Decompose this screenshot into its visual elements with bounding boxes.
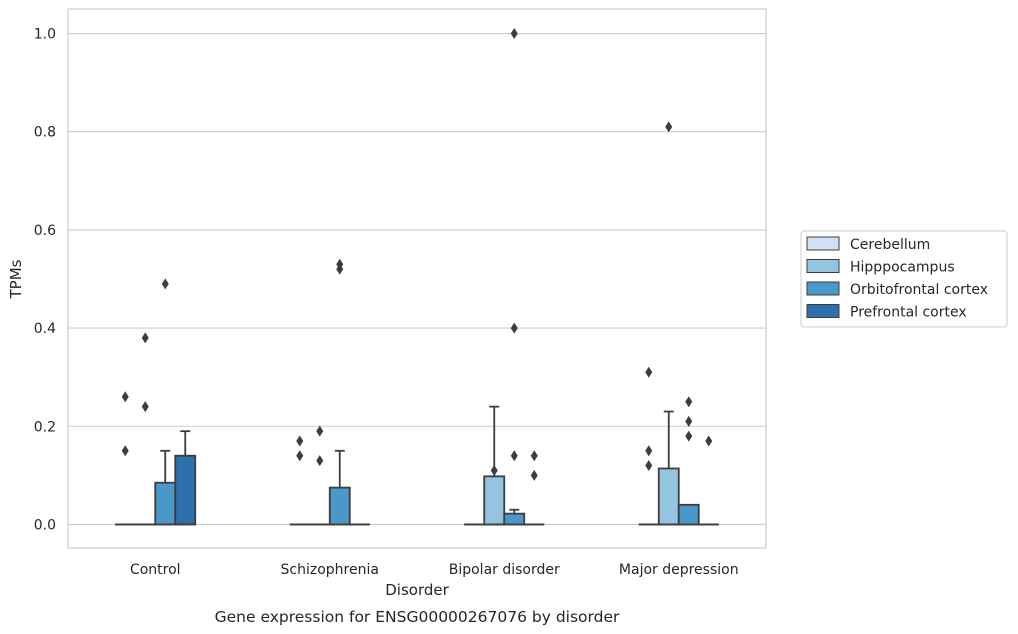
box-body	[503, 512, 526, 526]
box-0-0	[115, 391, 136, 526]
box-2-2	[503, 28, 526, 526]
outlier-point	[705, 435, 713, 447]
box-body	[657, 467, 680, 526]
outlier-point	[161, 278, 169, 290]
outlier-point	[296, 450, 304, 462]
box-0-2	[154, 278, 177, 526]
y-ticks: 0.0 0.2 0.4 0.6 0.8 1.0	[34, 27, 56, 534]
box-body	[328, 486, 351, 526]
outlier-point	[141, 401, 149, 413]
x-axis-label: Disorder	[385, 581, 449, 599]
box-3-3	[698, 435, 719, 526]
y-tick-label: 0.8	[34, 125, 56, 141]
outlier-point	[645, 366, 653, 378]
outlier-point	[685, 430, 693, 442]
legend-frame	[800, 230, 1008, 328]
y-tick-label: 0.2	[34, 419, 56, 435]
legend-swatch	[806, 259, 840, 273]
box-body	[677, 503, 700, 526]
outlier-point	[296, 435, 304, 447]
x-tick-label: Bipolar disorder	[449, 562, 560, 578]
box-3-1	[657, 121, 680, 526]
legend-swatch	[806, 304, 840, 318]
chart-caption: Gene expression for ENSG00000267076 by d…	[215, 608, 620, 626]
box-1-0	[289, 435, 310, 526]
legend-label: Orbitofrontal cortex	[850, 282, 988, 298]
legend-swatch	[806, 281, 840, 296]
outlier-point	[316, 425, 324, 437]
outlier-point	[510, 28, 518, 40]
y-tick-label: 0.4	[34, 321, 56, 337]
legend-swatch	[806, 236, 840, 251]
box-3-0	[638, 366, 659, 526]
outlier-point	[510, 322, 518, 334]
outlier-point	[685, 396, 693, 408]
box-0-1	[135, 332, 156, 526]
y-tick-label: 0.6	[34, 223, 56, 239]
box-3-2	[677, 396, 700, 526]
box-2-3	[524, 450, 545, 526]
box-groups	[115, 28, 719, 526]
legend-label: Prefrontal cortex	[850, 305, 967, 321]
outlier-point	[490, 464, 498, 476]
box-2-1	[483, 405, 506, 526]
outlier-point	[141, 332, 149, 344]
legend-label: Cerebellum	[850, 237, 930, 253]
outlier-point	[316, 455, 324, 467]
outlier-point	[530, 469, 538, 481]
y-axis-label: TPMs	[7, 259, 25, 299]
legend: Cerebellum Hipppocampus Orbitofrontal cort…	[800, 230, 1008, 328]
outlier-point	[336, 258, 344, 270]
x-tick-label: Schizophrenia	[281, 562, 379, 578]
x-tick-label: Control	[130, 562, 181, 578]
box-body	[174, 454, 197, 526]
plot-background	[68, 9, 766, 548]
box-1-2	[328, 258, 351, 526]
box-body	[154, 481, 177, 526]
box-body	[483, 475, 506, 526]
y-tick-label: 1.0	[34, 27, 56, 43]
y-tick-label: 0.0	[34, 517, 56, 533]
box-1-1	[309, 425, 330, 526]
outlier-point	[685, 415, 693, 427]
plot-frame	[67, 8, 767, 549]
outlier-point	[645, 445, 653, 457]
x-tick-label: Major depression	[619, 562, 739, 578]
outlier-point	[665, 121, 673, 133]
outlier-point	[510, 450, 518, 462]
x-ticks: Control Schizophrenia Bipolar disorder Majo…	[130, 562, 739, 578]
legend-label: Hipppocampus	[850, 260, 955, 276]
outlier-point	[121, 391, 129, 403]
outlier-point	[645, 460, 653, 472]
outlier-point	[121, 445, 129, 457]
outlier-point	[530, 450, 538, 462]
box-0-3	[174, 430, 197, 526]
